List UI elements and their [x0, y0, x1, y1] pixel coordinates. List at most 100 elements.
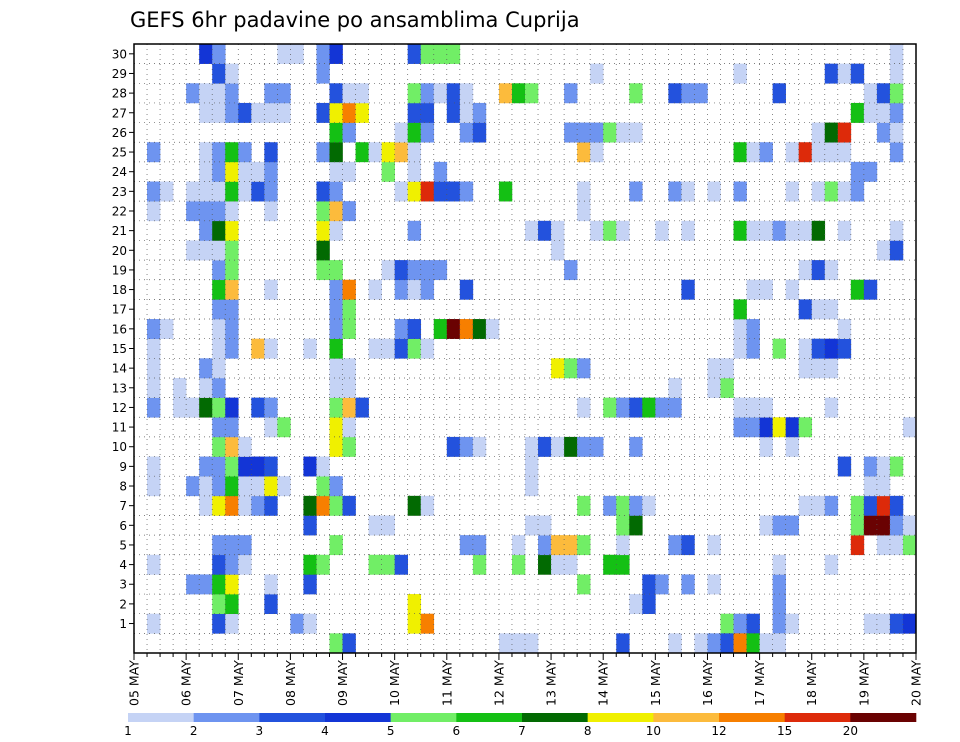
heatmap-cell: [407, 122, 422, 143]
heatmap-cell: [147, 397, 161, 418]
heatmap-cell: [707, 377, 721, 398]
heatmap-cell: [277, 417, 291, 438]
heatmap-cell: [616, 220, 630, 241]
heatmap-cell: [824, 181, 839, 202]
heatmap-cell: [889, 220, 904, 241]
heatmap-cell: [212, 240, 226, 261]
heatmap-cell: [212, 201, 226, 222]
heatmap-cell: [147, 476, 161, 497]
heatmap-cell: [329, 319, 343, 339]
heatmap-cell: [264, 201, 278, 222]
heatmap-cell: [837, 181, 852, 202]
heatmap-cell: [316, 44, 330, 64]
heatmap-cell: [316, 476, 330, 497]
heatmap-cell: [733, 397, 747, 418]
colorbar-swatch: [193, 713, 260, 722]
heatmap-cell: [199, 358, 213, 379]
heatmap-cell: [264, 476, 278, 497]
y-tick-label: 30: [112, 47, 127, 61]
heatmap-cell: [889, 613, 904, 634]
heatmap-cell: [420, 44, 435, 64]
heatmap-cell: [147, 613, 161, 634]
heatmap-cell: [616, 554, 630, 575]
heatmap-cell: [329, 633, 343, 654]
heatmap-cell: [551, 436, 565, 457]
x-tick-label: 06 MAY: [179, 660, 194, 706]
x-tick-label: 11 MAY: [439, 660, 454, 706]
heatmap-cell: [459, 436, 474, 457]
heatmap-cell: [199, 201, 213, 222]
y-tick-label: 1: [119, 617, 127, 631]
heatmap-cells: [147, 44, 917, 654]
heatmap-cell: [251, 102, 265, 123]
heatmap-cell: [472, 436, 487, 457]
heatmap-cell: [303, 338, 317, 359]
heatmap-cell: [186, 476, 200, 497]
heatmap-cell: [407, 338, 422, 359]
heatmap-cell: [525, 83, 539, 104]
heatmap-cell: [316, 63, 330, 84]
x-tick-label: 07 MAY: [231, 660, 246, 706]
heatmap-cell: [381, 260, 395, 281]
colorbar-label: 7: [518, 724, 526, 738]
y-tick-label: 12: [112, 401, 127, 415]
heatmap-cell: [603, 220, 617, 241]
heatmap-cell: [225, 63, 239, 84]
heatmap-cell: [225, 102, 239, 123]
heatmap-cell: [342, 377, 356, 398]
heatmap-cell: [577, 142, 591, 163]
heatmap-cell: [329, 44, 343, 64]
colorbar-label: 4: [321, 724, 329, 738]
heatmap-cell: [355, 142, 369, 163]
heatmap-cell: [759, 515, 773, 536]
heatmap-cell: [577, 181, 591, 202]
heatmap-cell: [225, 161, 239, 182]
heatmap-cell: [863, 279, 878, 300]
heatmap-cell: [629, 122, 643, 143]
heatmap-cell: [225, 83, 239, 104]
heatmap-cell: [733, 142, 747, 163]
heatmap-cell: [590, 142, 604, 163]
colorbar-label: 8: [584, 724, 592, 738]
heatmap-cell: [316, 142, 330, 163]
heatmap-cell: [173, 377, 187, 398]
heatmap-cell: [603, 495, 617, 516]
heatmap-cell: [407, 594, 422, 615]
heatmap-cell: [889, 240, 904, 261]
heatmap-cell: [368, 554, 382, 575]
heatmap-cell: [498, 181, 513, 202]
heatmap-cell: [381, 554, 395, 575]
heatmap-cell: [837, 122, 852, 143]
heatmap-cell: [238, 102, 252, 123]
colorbar-label: 15: [777, 724, 792, 738]
grid-lines: [134, 44, 916, 653]
heatmap-cell: [342, 319, 356, 339]
heatmap-cell: [433, 181, 448, 202]
colorbar-label: 20: [843, 724, 858, 738]
heatmap-cell: [251, 338, 265, 359]
heatmap-cell: [733, 417, 747, 438]
heatmap-cell: [811, 122, 826, 143]
heatmap-cell: [746, 613, 760, 634]
heatmap-cell: [407, 142, 422, 163]
heatmap-cell: [694, 633, 708, 654]
heatmap-cell: [238, 181, 252, 202]
heatmap-cell: [251, 397, 265, 418]
heatmap-cell: [707, 574, 721, 595]
heatmap-cell: [603, 554, 617, 575]
heatmap-cell: [889, 63, 904, 84]
heatmap-cell: [420, 181, 435, 202]
heatmap-cell: [876, 83, 891, 104]
heatmap-cell: [238, 436, 252, 457]
heatmap-cell: [577, 574, 591, 595]
heatmap-cell: [225, 260, 239, 281]
heatmap-cell: [798, 260, 813, 281]
heatmap-cell: [655, 397, 669, 418]
heatmap-cell: [225, 220, 239, 241]
heatmap-cell: [199, 456, 213, 477]
heatmap-cell: [225, 142, 239, 163]
heatmap-cell: [876, 613, 891, 634]
heatmap-cell: [329, 161, 343, 182]
heatmap-cell: [772, 554, 786, 575]
heatmap-cell: [681, 279, 695, 300]
